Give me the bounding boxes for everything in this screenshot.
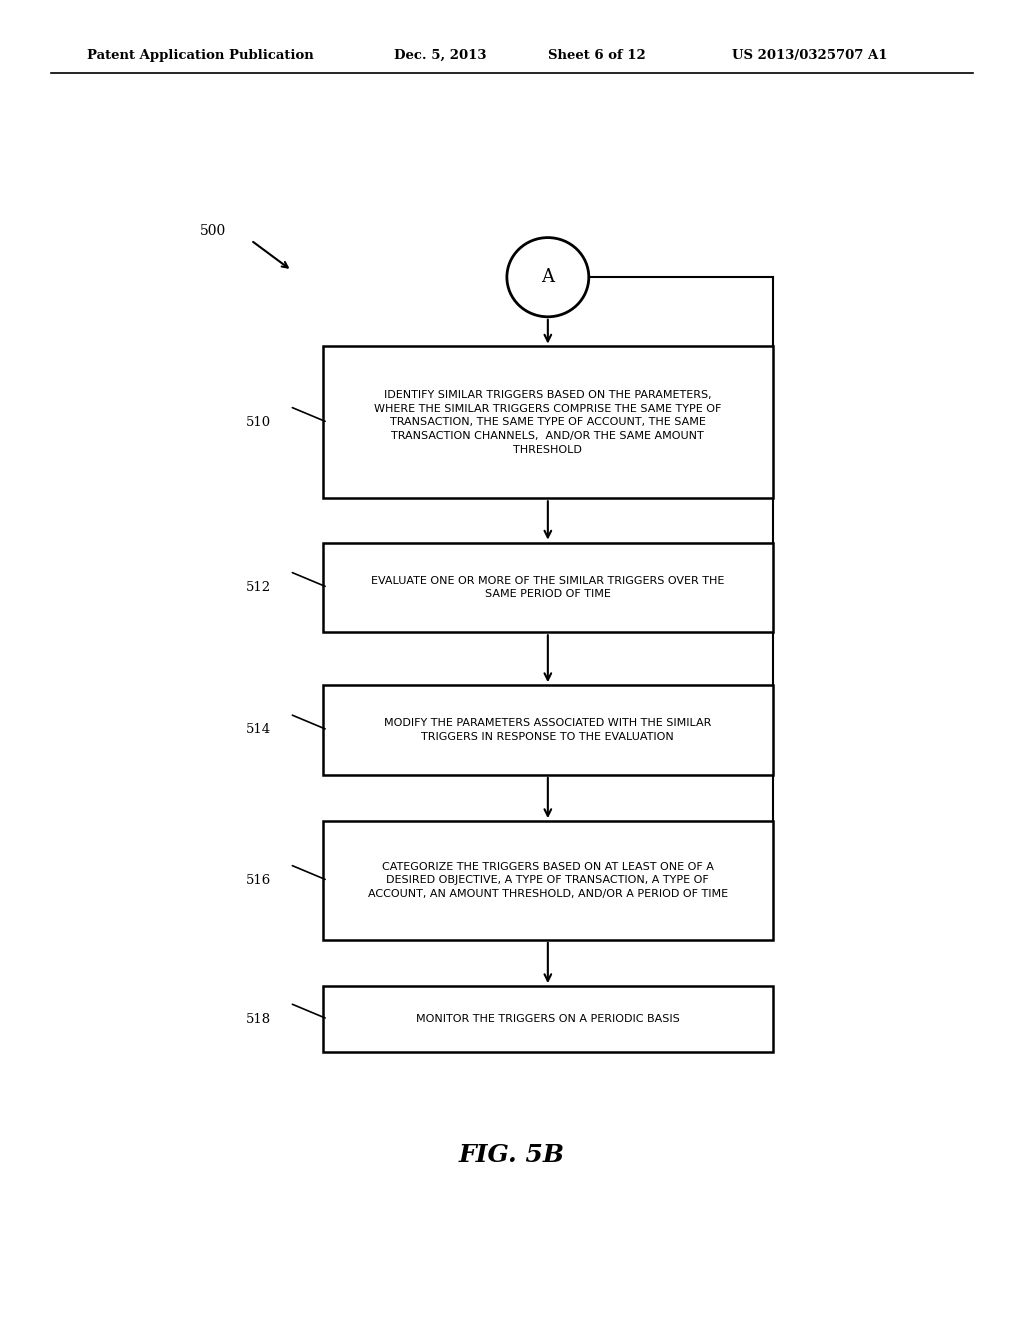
Text: 514: 514 xyxy=(246,723,271,737)
Text: A: A xyxy=(542,268,554,286)
FancyBboxPatch shape xyxy=(323,986,773,1052)
Text: IDENTIFY SIMILAR TRIGGERS BASED ON THE PARAMETERS,
WHERE THE SIMILAR TRIGGERS CO: IDENTIFY SIMILAR TRIGGERS BASED ON THE P… xyxy=(374,391,722,454)
Text: EVALUATE ONE OR MORE OF THE SIMILAR TRIGGERS OVER THE
SAME PERIOD OF TIME: EVALUATE ONE OR MORE OF THE SIMILAR TRIG… xyxy=(371,576,725,599)
FancyBboxPatch shape xyxy=(323,346,773,498)
Text: MONITOR THE TRIGGERS ON A PERIODIC BASIS: MONITOR THE TRIGGERS ON A PERIODIC BASIS xyxy=(416,1014,680,1024)
FancyBboxPatch shape xyxy=(323,821,773,940)
Text: Dec. 5, 2013: Dec. 5, 2013 xyxy=(394,49,486,62)
Text: US 2013/0325707 A1: US 2013/0325707 A1 xyxy=(732,49,888,62)
Text: MODIFY THE PARAMETERS ASSOCIATED WITH THE SIMILAR
TRIGGERS IN RESPONSE TO THE EV: MODIFY THE PARAMETERS ASSOCIATED WITH TH… xyxy=(384,718,712,742)
Text: 512: 512 xyxy=(246,581,271,594)
Text: Sheet 6 of 12: Sheet 6 of 12 xyxy=(548,49,645,62)
Text: 516: 516 xyxy=(246,874,271,887)
Text: FIG. 5B: FIG. 5B xyxy=(459,1143,565,1167)
Text: CATEGORIZE THE TRIGGERS BASED ON AT LEAST ONE OF A
DESIRED OBJECTIVE, A TYPE OF : CATEGORIZE THE TRIGGERS BASED ON AT LEAS… xyxy=(368,862,728,899)
Text: 510: 510 xyxy=(246,416,271,429)
FancyBboxPatch shape xyxy=(323,685,773,775)
Text: 500: 500 xyxy=(200,224,226,238)
Text: 518: 518 xyxy=(246,1012,271,1026)
Text: Patent Application Publication: Patent Application Publication xyxy=(87,49,313,62)
FancyBboxPatch shape xyxy=(323,543,773,632)
